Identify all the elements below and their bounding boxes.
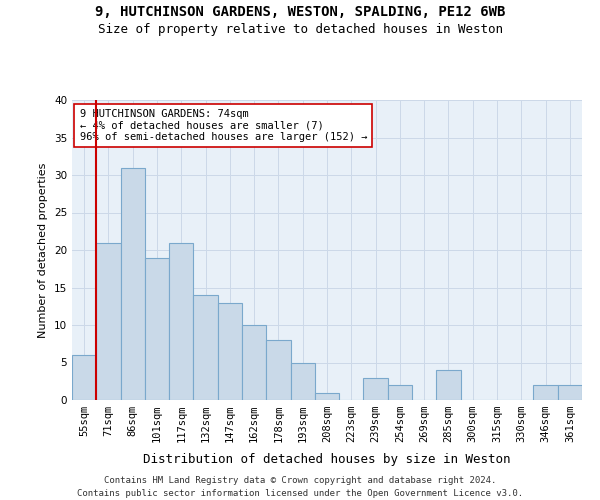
Bar — [169, 242, 193, 400]
Text: 9, HUTCHINSON GARDENS, WESTON, SPALDING, PE12 6WB: 9, HUTCHINSON GARDENS, WESTON, SPALDING,… — [95, 5, 505, 19]
Bar — [266, 340, 290, 400]
Text: Size of property relative to detached houses in Weston: Size of property relative to detached ho… — [97, 22, 503, 36]
Bar — [290, 362, 315, 400]
Bar — [558, 385, 582, 400]
Bar — [533, 385, 558, 400]
Bar — [72, 355, 96, 400]
Bar — [193, 295, 218, 400]
Bar — [364, 378, 388, 400]
Text: Distribution of detached houses by size in Weston: Distribution of detached houses by size … — [143, 452, 511, 466]
Bar — [218, 302, 242, 400]
Bar — [121, 168, 145, 400]
Text: Contains HM Land Registry data © Crown copyright and database right 2024.
Contai: Contains HM Land Registry data © Crown c… — [77, 476, 523, 498]
Bar — [242, 325, 266, 400]
Bar — [436, 370, 461, 400]
Bar — [145, 258, 169, 400]
Bar — [315, 392, 339, 400]
Bar — [96, 242, 121, 400]
Y-axis label: Number of detached properties: Number of detached properties — [38, 162, 49, 338]
Bar — [388, 385, 412, 400]
Text: 9 HUTCHINSON GARDENS: 74sqm
← 4% of detached houses are smaller (7)
96% of semi-: 9 HUTCHINSON GARDENS: 74sqm ← 4% of deta… — [80, 109, 367, 142]
